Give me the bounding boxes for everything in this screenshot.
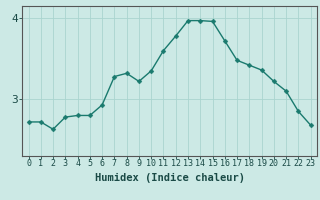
X-axis label: Humidex (Indice chaleur): Humidex (Indice chaleur) (95, 173, 244, 183)
